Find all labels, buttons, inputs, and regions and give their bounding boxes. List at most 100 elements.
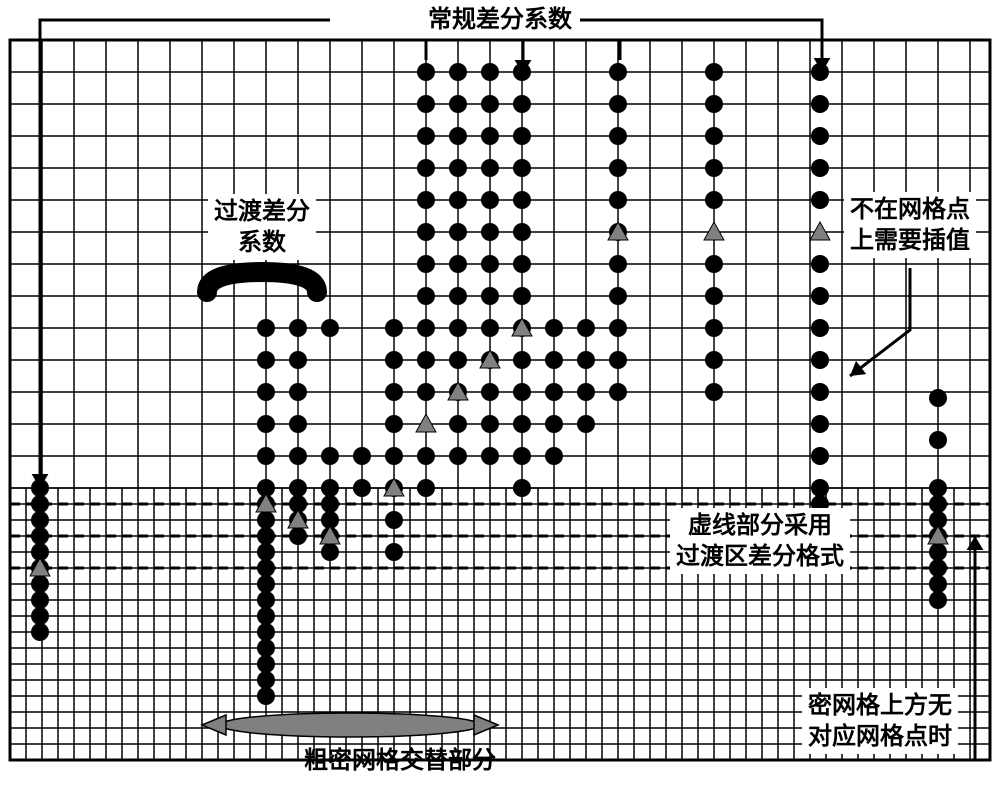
label-noGrid: 密网格上方无 对应网格点时 xyxy=(802,688,958,754)
grid-dot xyxy=(321,543,339,561)
grid-dot xyxy=(811,351,829,369)
grid-dot xyxy=(705,191,723,209)
grid-dot xyxy=(31,511,49,529)
grid-dot xyxy=(929,431,947,449)
grid-dot xyxy=(417,223,435,241)
grid-dot xyxy=(481,287,499,305)
grid-dot xyxy=(577,351,595,369)
grid-dot xyxy=(289,527,307,545)
grid-dot xyxy=(385,543,403,561)
grid-dot xyxy=(811,95,829,113)
grid-dot xyxy=(705,319,723,337)
grid-dot xyxy=(577,319,595,337)
grid-dot xyxy=(545,415,563,433)
transition-triangle xyxy=(704,222,724,240)
grid-dot xyxy=(609,383,627,401)
grid-dot xyxy=(417,63,435,81)
grid-dot xyxy=(481,255,499,273)
grid-dot xyxy=(417,95,435,113)
grid-dot xyxy=(513,287,531,305)
grid-dot xyxy=(289,479,307,497)
grid-dot xyxy=(811,255,829,273)
grid-dot xyxy=(449,63,467,81)
grid-dot xyxy=(481,383,499,401)
grid-dot xyxy=(577,383,595,401)
grid-dot xyxy=(449,255,467,273)
grid-dot xyxy=(257,623,275,641)
grid-dot xyxy=(513,351,531,369)
grid-dot xyxy=(257,671,275,689)
grid-dot xyxy=(257,655,275,673)
grid-dot xyxy=(449,319,467,337)
grid-dot xyxy=(811,127,829,145)
grid-dot xyxy=(929,575,947,593)
grid-dot xyxy=(31,623,49,641)
grid-dot xyxy=(481,159,499,177)
grid-dot xyxy=(513,415,531,433)
grid-dot xyxy=(417,159,435,177)
grid-dot xyxy=(417,287,435,305)
label-dashed: 虚线部分采用 过渡区差分格式 xyxy=(670,508,850,574)
grid-dot xyxy=(257,383,275,401)
grid-dot xyxy=(31,591,49,609)
grid-dot xyxy=(811,191,829,209)
grid-dot xyxy=(481,223,499,241)
grid-dot xyxy=(811,479,829,497)
grid-dot xyxy=(417,383,435,401)
label-transition: 过渡差分 系数 xyxy=(208,194,316,260)
grid-dot xyxy=(321,447,339,465)
grid-dot xyxy=(513,95,531,113)
grid-dot xyxy=(417,127,435,145)
grid-dot xyxy=(321,479,339,497)
diagram-stage: 常规差分系数过渡差分 系数 不在网格点 上需要插值虚线部分采用 过渡区差分格式粗密… xyxy=(0,0,1000,787)
grid-dot xyxy=(545,383,563,401)
grid-dot xyxy=(289,351,307,369)
grid-dot xyxy=(417,255,435,273)
grid-dot xyxy=(31,575,49,593)
grid-dot xyxy=(385,351,403,369)
grid-dot xyxy=(31,527,49,545)
diagram-svg xyxy=(0,0,1000,787)
grid-dot xyxy=(513,383,531,401)
grid-dot xyxy=(705,95,723,113)
label-alternate: 粗密网格交替部分 xyxy=(304,745,496,776)
grid-dot xyxy=(449,351,467,369)
grid-dot xyxy=(289,319,307,337)
grid-dot xyxy=(545,351,563,369)
grid-dot xyxy=(705,351,723,369)
grid-dot xyxy=(481,447,499,465)
grid-dot xyxy=(705,127,723,145)
grid-dot xyxy=(609,319,627,337)
grid-dot xyxy=(705,159,723,177)
grid-dot xyxy=(385,447,403,465)
grid-dot xyxy=(811,287,829,305)
grid-dot xyxy=(257,415,275,433)
grid-dot xyxy=(417,351,435,369)
grid-dot xyxy=(929,591,947,609)
grid-dot xyxy=(449,127,467,145)
grid-dot xyxy=(385,511,403,529)
grid-dot xyxy=(257,575,275,593)
grid-dot xyxy=(545,319,563,337)
grid-dot xyxy=(257,559,275,577)
grid-dot xyxy=(257,591,275,609)
grid-dot xyxy=(609,159,627,177)
grid-dot xyxy=(257,607,275,625)
grid-dot xyxy=(929,389,947,407)
grid-dot xyxy=(257,319,275,337)
grid-dot xyxy=(257,447,275,465)
grid-dot xyxy=(481,319,499,337)
grid-dot xyxy=(385,415,403,433)
grid-dot xyxy=(513,223,531,241)
grid-dot xyxy=(513,255,531,273)
grid-dot xyxy=(417,319,435,337)
grid-dot xyxy=(811,415,829,433)
transition-triangle xyxy=(810,222,830,240)
grid-dot xyxy=(289,447,307,465)
grid-dot xyxy=(609,63,627,81)
label-top: 常规差分系数 xyxy=(422,2,578,37)
grid-dot xyxy=(609,191,627,209)
grid-dot xyxy=(353,479,371,497)
label-interp: 不在网格点 上需要插值 xyxy=(844,192,976,258)
grid-dot xyxy=(31,495,49,513)
